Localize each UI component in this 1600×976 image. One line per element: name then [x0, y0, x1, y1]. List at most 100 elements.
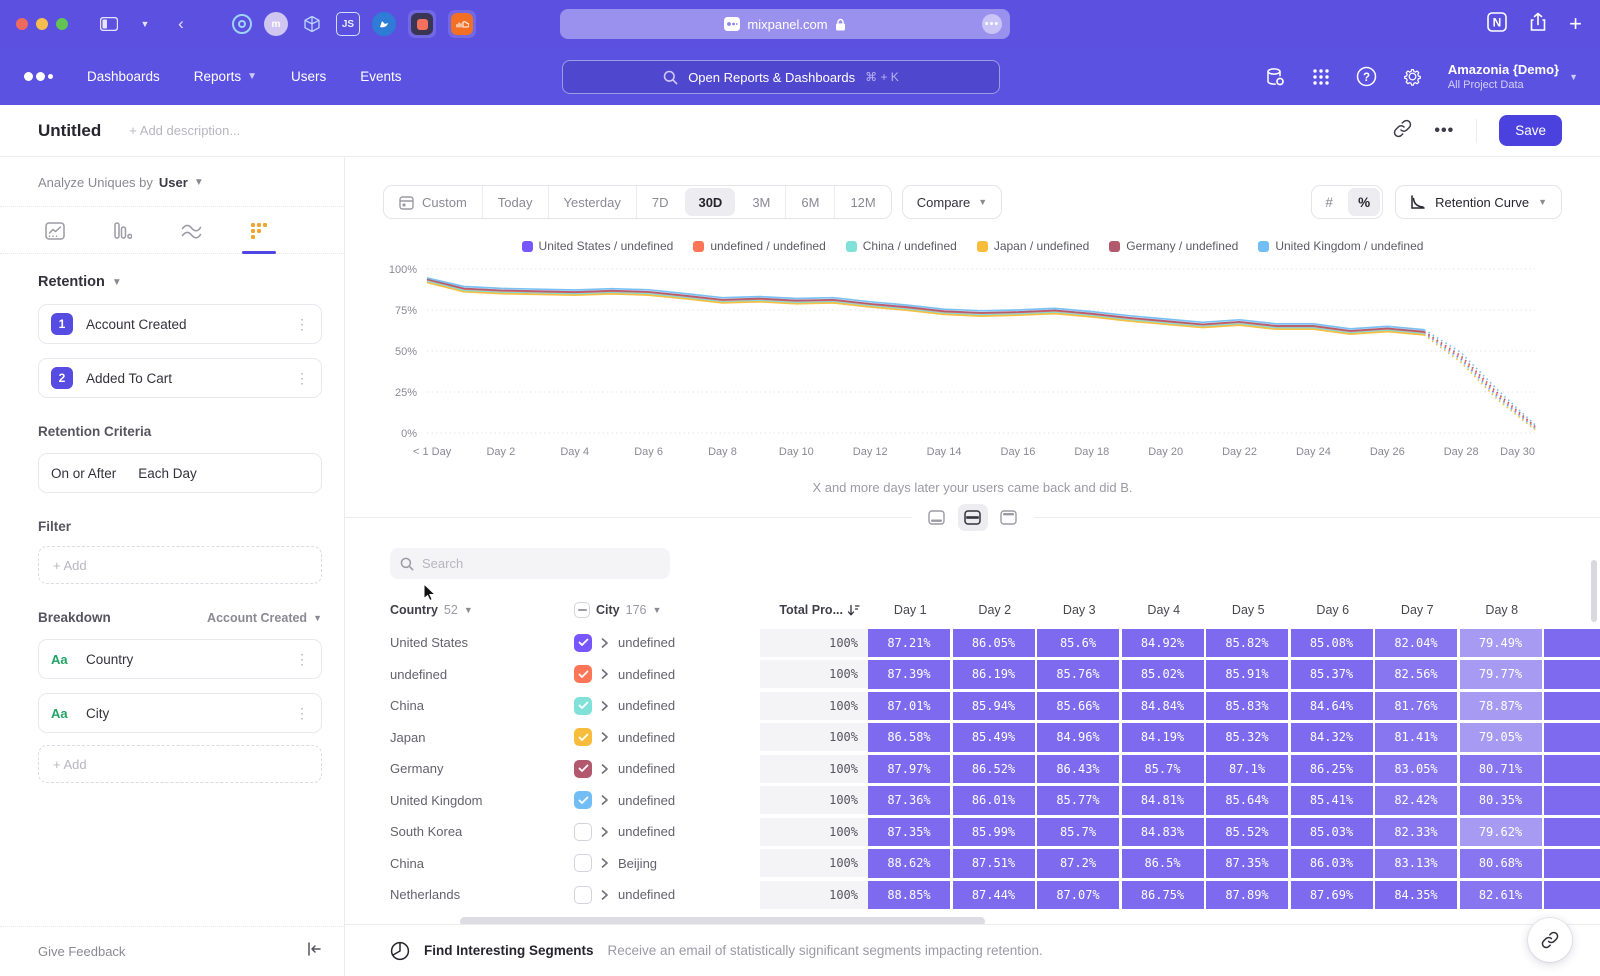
row-expand-chevron[interactable] — [601, 638, 609, 648]
legend-item[interactable]: United Kingdom / undefined — [1258, 239, 1423, 253]
tab-overview-chevron-icon[interactable]: ▼ — [134, 13, 156, 35]
table-search-input[interactable] — [422, 556, 642, 571]
window-minimize-button[interactable] — [36, 18, 48, 30]
row-expand-chevron[interactable] — [601, 701, 609, 711]
mixpanel-logo[interactable] — [24, 72, 53, 81]
row-city-label[interactable]: Beijing — [618, 856, 657, 871]
extension-cube-icon[interactable] — [300, 12, 324, 36]
chart-type-selector[interactable]: Retention Curve ▼ — [1395, 185, 1562, 219]
tab-insights[interactable] — [42, 219, 68, 243]
legend-item[interactable]: Japan / undefined — [977, 239, 1089, 253]
save-button[interactable]: Save — [1499, 115, 1562, 146]
column-header-total[interactable]: Total Pro... — [760, 603, 868, 617]
row-city-label[interactable]: undefined — [618, 824, 675, 839]
range-today[interactable]: Today — [483, 186, 549, 218]
range-7d[interactable]: 7D — [637, 186, 684, 218]
step-event-label[interactable]: Account Created — [86, 317, 187, 332]
row-country-label[interactable]: China — [390, 856, 574, 871]
layout-split-button[interactable] — [958, 504, 988, 531]
row-checkbox[interactable] — [574, 760, 592, 778]
new-tab-icon[interactable]: + — [1569, 11, 1582, 37]
row-checkbox[interactable] — [574, 728, 592, 746]
range-3m[interactable]: 3M — [737, 186, 786, 218]
row-country-label[interactable]: Germany — [390, 761, 574, 776]
row-city-label[interactable]: undefined — [618, 635, 675, 650]
column-header-day-2[interactable]: Day 2 — [953, 603, 1038, 617]
analyze-entity-value[interactable]: User — [159, 175, 188, 190]
column-header-day-5[interactable]: Day 5 — [1206, 603, 1291, 617]
legend-item[interactable]: Germany / undefined — [1109, 239, 1238, 253]
extension-bird-icon[interactable] — [372, 12, 396, 36]
column-header-country[interactable]: Country52▼ — [390, 603, 574, 617]
retention-criteria-card[interactable]: On or After Each Day — [38, 453, 322, 493]
unit-percent-button[interactable]: % — [1348, 188, 1380, 216]
column-header-day-6[interactable]: Day 6 — [1291, 603, 1376, 617]
kebab-menu-icon[interactable]: ⋮ — [295, 705, 309, 722]
layout-chart-only-button[interactable] — [922, 504, 952, 531]
collapse-sidebar-icon[interactable] — [306, 942, 322, 961]
nav-link-reports[interactable]: Reports▼ — [194, 69, 257, 84]
breakdown-property-label[interactable]: City — [86, 706, 109, 721]
notion-extension-icon[interactable]: N — [1487, 12, 1507, 37]
nav-link-users[interactable]: Users — [291, 69, 326, 84]
extension-target-icon[interactable] — [232, 14, 252, 34]
layout-table-only-button[interactable] — [994, 504, 1024, 531]
column-header-day-3[interactable]: Day 3 — [1037, 603, 1122, 617]
row-country-label[interactable]: Japan — [390, 730, 574, 745]
row-country-label[interactable]: South Korea — [390, 824, 574, 839]
sidebar-toggle-icon[interactable] — [98, 13, 120, 35]
legend-item[interactable]: undefined / undefined — [693, 239, 825, 253]
share-icon[interactable] — [1529, 12, 1547, 37]
tab-retention[interactable] — [246, 219, 272, 243]
row-country-label[interactable]: China — [390, 698, 574, 713]
row-expand-chevron[interactable] — [601, 669, 609, 679]
share-link-fab[interactable] — [1528, 918, 1572, 962]
row-checkbox[interactable] — [574, 886, 592, 904]
nav-link-events[interactable]: Events — [360, 69, 401, 84]
settings-gear-icon[interactable] — [1402, 66, 1424, 88]
global-search-button[interactable]: Open Reports & Dashboards ⌘ + K — [562, 60, 1000, 94]
row-expand-chevron[interactable] — [601, 795, 609, 805]
back-button[interactable]: ‹ — [170, 13, 192, 35]
segments-title[interactable]: Find Interesting Segments — [424, 943, 594, 958]
table-search[interactable] — [390, 548, 670, 579]
row-checkbox[interactable] — [574, 697, 592, 715]
range-custom[interactable]: Custom — [384, 186, 483, 218]
tab-funnels[interactable] — [110, 219, 136, 243]
column-header-city[interactable]: City176▼ — [574, 602, 760, 618]
row-country-label[interactable]: United States — [390, 635, 574, 650]
tab-flows[interactable] — [178, 219, 204, 243]
help-icon[interactable]: ? — [1356, 66, 1378, 88]
row-country-label[interactable]: Netherlands — [390, 887, 574, 902]
breakdown-property-label[interactable]: Country — [86, 652, 133, 667]
legend-item[interactable]: China / undefined — [846, 239, 957, 253]
row-city-label[interactable]: undefined — [618, 887, 675, 902]
column-header-day-7[interactable]: Day 7 — [1375, 603, 1460, 617]
breakdown-add-button[interactable]: + Add — [38, 745, 322, 783]
nav-link-dashboards[interactable]: Dashboards — [87, 69, 160, 84]
kebab-menu-icon[interactable]: ⋮ — [295, 651, 309, 668]
row-checkbox[interactable] — [574, 823, 592, 841]
row-country-label[interactable]: United Kingdom — [390, 793, 574, 808]
row-city-label[interactable]: undefined — [618, 761, 675, 776]
retention-step-2[interactable]: 2Added To Cart⋮ — [38, 358, 322, 398]
account-menu[interactable]: Amazonia {Demo} All Project Data ▼ — [1448, 62, 1578, 91]
row-city-label[interactable]: undefined — [618, 698, 675, 713]
breakdown-event-selector[interactable]: Account Created▼ — [207, 611, 322, 625]
window-close-button[interactable] — [16, 18, 28, 30]
range-yesterday[interactable]: Yesterday — [549, 186, 637, 218]
row-checkbox[interactable] — [574, 665, 592, 683]
column-header-day-1[interactable]: Day 1 — [868, 603, 953, 617]
row-expand-chevron[interactable] — [601, 764, 609, 774]
data-management-icon[interactable] — [1264, 66, 1286, 88]
report-title[interactable]: Untitled — [38, 121, 101, 141]
apps-grid-icon[interactable] — [1310, 66, 1332, 88]
window-zoom-button[interactable] — [56, 18, 68, 30]
add-description-field[interactable]: + Add description... — [129, 123, 240, 138]
breakdown-item-city[interactable]: AaCity⋮ — [38, 693, 322, 733]
row-checkbox[interactable] — [574, 791, 592, 809]
row-expand-chevron[interactable] — [601, 827, 609, 837]
copy-link-icon[interactable] — [1393, 119, 1412, 143]
column-header-day-8[interactable]: Day 8 — [1460, 603, 1545, 617]
range-12m[interactable]: 12M — [835, 186, 890, 218]
